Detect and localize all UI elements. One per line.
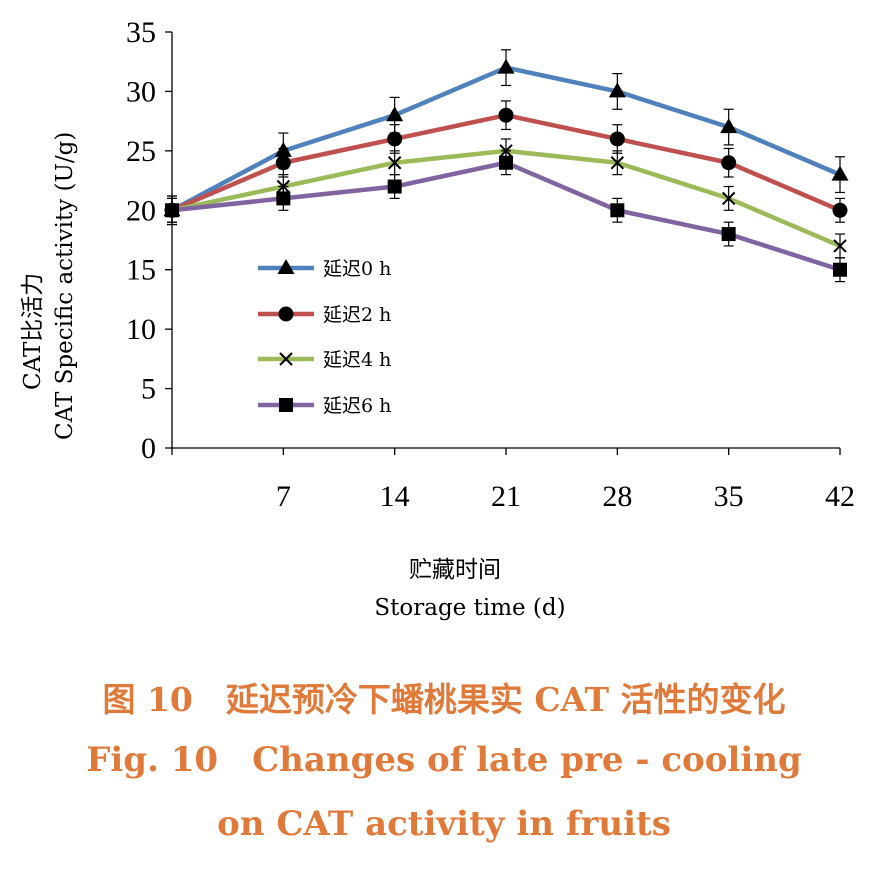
data-point: [721, 227, 736, 242]
y-axis-label-en: CAT Specific activity (U/g): [52, 132, 78, 440]
legend-marker: [279, 398, 293, 412]
data-point: [387, 156, 402, 170]
series-3: [165, 150, 847, 283]
caption-chinese: 图 10 延迟预冷下蟠桃果实 CAT 活性的变化: [102, 680, 786, 719]
x-tick-label: 21: [491, 480, 521, 513]
y-tick-label: 0: [141, 432, 156, 465]
data-point: [832, 202, 848, 218]
legend-label: 延迟0 h: [323, 258, 391, 280]
data-point: [499, 155, 513, 170]
data-point: [610, 156, 625, 170]
legend-marker: [277, 259, 295, 274]
data-point: [833, 262, 847, 277]
legend-label: 延迟2 h: [323, 304, 391, 326]
y-tick-label: 5: [141, 373, 156, 406]
axes: [171, 32, 840, 449]
y-tick-label: 30: [126, 75, 156, 108]
legend: 延迟0 h 延迟2 h 延迟4 h 延迟6 h: [258, 258, 391, 417]
y-ticks: 0 5 10 15 20 25 30 35: [126, 16, 172, 465]
legend-marker: [278, 306, 294, 322]
y-tick-label: 25: [126, 135, 156, 168]
data-point: [609, 131, 625, 147]
data-point: [165, 203, 179, 218]
data-point: [497, 58, 515, 74]
x-tick-label: 14: [380, 480, 410, 513]
data-point: [721, 155, 737, 171]
x-tick-label: 28: [602, 480, 632, 513]
chart: 0 5 10 15 20 25 30 35 7 14 21 28 35 42 延迟0 h 延迟2 h 延迟4…: [20, 16, 855, 621]
data-point: [720, 118, 738, 134]
y-axis-label-cn: CAT比活力: [20, 273, 46, 390]
series-group: [163, 49, 849, 283]
x-ticks: 7 14 21 28 35 42: [171, 448, 855, 513]
x-tick-label: 7: [276, 480, 291, 513]
data-point: [721, 191, 736, 206]
data-point: [831, 165, 849, 181]
y-tick-label: 15: [126, 254, 156, 287]
legend-label: 延迟4 h: [323, 349, 391, 371]
legend-label: 延迟6 h: [323, 395, 391, 417]
y-tick-label: 20: [126, 194, 156, 227]
data-point: [498, 107, 514, 123]
x-tick-label: 35: [714, 480, 744, 513]
data-point: [833, 239, 847, 253]
data-point: [387, 179, 402, 194]
data-point: [276, 191, 291, 206]
series-line: [171, 160, 841, 272]
y-tick-label: 35: [126, 16, 156, 49]
y-tick-label: 10: [126, 313, 156, 346]
caption-english-line2: on CAT activity in fruits: [217, 804, 671, 844]
x-axis-label-cn: 贮藏时间: [409, 557, 501, 583]
legend-marker: [279, 352, 293, 366]
data-point: [386, 106, 404, 122]
data-point: [608, 82, 626, 98]
data-point: [275, 155, 291, 171]
data-point: [387, 131, 403, 147]
caption-english-line1: Fig. 10 Changes of late pre - cooling: [86, 740, 802, 780]
x-tick-label: 42: [825, 480, 855, 513]
figure-caption: 图 10 延迟预冷下蟠桃果实 CAT 活性的变化 Fig. 10 Changes…: [0, 672, 888, 856]
x-axis-label-en: Storage time (d): [374, 595, 565, 621]
data-point: [610, 203, 625, 218]
